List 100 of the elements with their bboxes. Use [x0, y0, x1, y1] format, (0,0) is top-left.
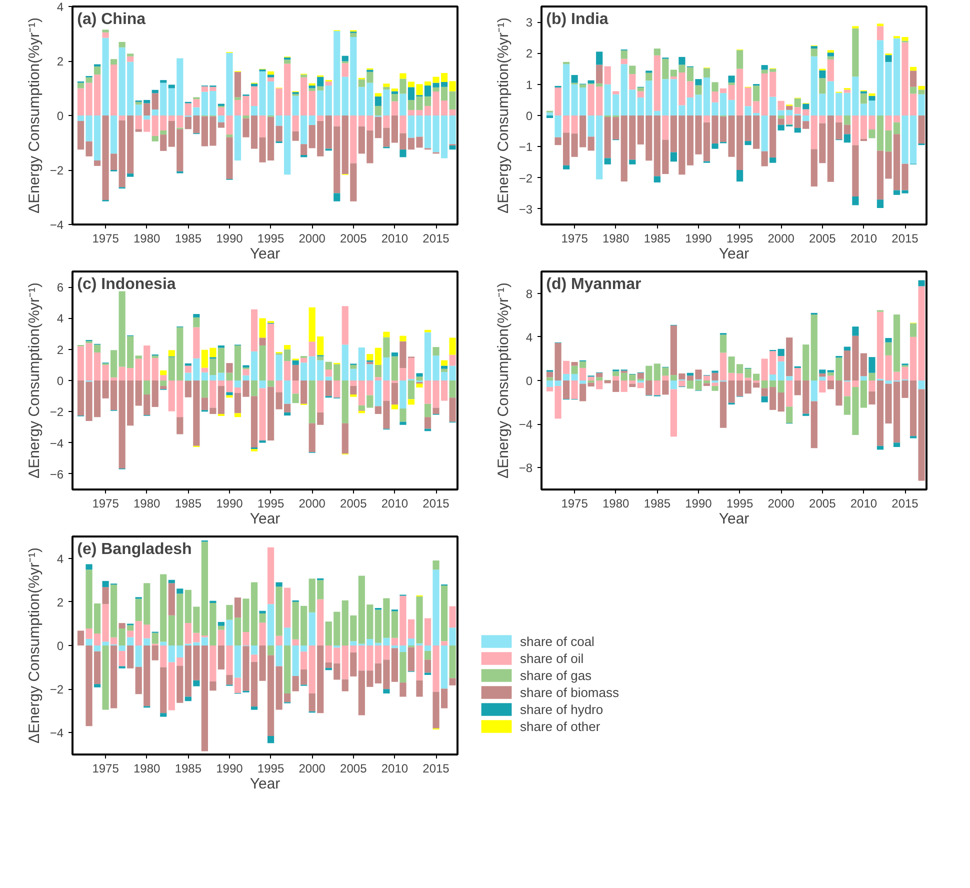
x-axis-title: Year [718, 246, 750, 262]
x-tick-label: 1985 [174, 232, 202, 246]
bar [712, 372, 718, 380]
bar [218, 646, 225, 670]
y-tick-label: −1 [518, 140, 533, 154]
bar [400, 336, 406, 342]
x-tick-label: 2005 [809, 496, 836, 510]
bar [810, 314, 818, 380]
bar [292, 360, 299, 365]
bar [168, 580, 175, 584]
bar [876, 24, 884, 26]
y-tick-label: 4 [56, 312, 64, 326]
bar [893, 442, 900, 447]
bar [712, 386, 718, 391]
bar [276, 636, 282, 646]
bar [350, 380, 357, 386]
bar [218, 630, 225, 646]
y-tick-label: 3 [526, 16, 533, 30]
bar [317, 380, 324, 412]
bar [342, 63, 348, 77]
bar [250, 654, 258, 662]
x-tick-label: 2015 [892, 496, 919, 510]
bar [259, 380, 266, 388]
bar [416, 376, 423, 380]
bar [703, 376, 710, 380]
bar [736, 170, 744, 182]
bar [342, 679, 348, 692]
bar [383, 332, 390, 338]
bar [102, 587, 109, 604]
bar [259, 116, 266, 138]
bar [168, 84, 175, 88]
x-tick-label: 1995 [726, 232, 754, 246]
bar [94, 646, 101, 652]
bar [102, 32, 109, 38]
bar [184, 696, 192, 702]
bar [201, 380, 208, 398]
bar [226, 646, 233, 675]
bar [876, 446, 884, 450]
bar [210, 646, 216, 682]
bar [86, 564, 92, 570]
bar [449, 646, 456, 678]
bar [662, 376, 669, 380]
x-tick-label: 1980 [134, 762, 161, 776]
bar [160, 646, 167, 668]
bar [300, 144, 308, 156]
x-tick-label: 1975 [561, 232, 588, 246]
bar [629, 66, 636, 74]
bar [226, 52, 233, 116]
bar [300, 77, 308, 116]
bar [218, 622, 225, 626]
y-tick-label: −4 [50, 726, 64, 740]
bar [637, 87, 644, 92]
bar [234, 598, 242, 618]
y-tick-label: −3 [518, 202, 533, 216]
bar [135, 646, 142, 667]
bar [276, 380, 282, 392]
bar [300, 652, 308, 670]
bar [300, 74, 308, 78]
bar [374, 364, 382, 378]
x-tick-label: 2000 [298, 232, 326, 246]
bar [670, 375, 677, 380]
bar [778, 348, 784, 356]
bar [580, 84, 586, 88]
bar [678, 380, 686, 386]
bar [317, 599, 324, 646]
bar [250, 309, 258, 352]
bar [110, 646, 118, 708]
bar [160, 380, 167, 386]
bar [596, 377, 603, 380]
bar [876, 200, 884, 208]
bar [118, 650, 126, 666]
bar [300, 380, 308, 404]
bar [678, 56, 686, 65]
bar [94, 344, 101, 352]
bar [885, 338, 892, 342]
y-tick-label: 2 [56, 595, 64, 610]
bar [646, 72, 652, 81]
y-tick-label: 2 [56, 342, 64, 357]
x-tick-label: 2010 [381, 232, 408, 246]
bar [259, 610, 266, 614]
chart-title: (c) Indonesia [77, 276, 176, 293]
bar [226, 674, 233, 685]
bar [712, 82, 718, 92]
bar [193, 680, 200, 686]
bar [571, 75, 578, 83]
bar [612, 376, 620, 380]
bar [761, 116, 768, 152]
bar [284, 344, 291, 350]
bar [778, 100, 784, 110]
bar [637, 382, 644, 388]
bar [383, 689, 390, 694]
bar [720, 334, 727, 353]
y-tick-label: −4 [50, 436, 64, 450]
y-tick-label: 0 [56, 639, 64, 653]
bar [292, 380, 299, 394]
bar [267, 547, 274, 604]
bar [810, 46, 818, 49]
x-tick-label: 2010 [381, 762, 408, 776]
bar [778, 392, 784, 412]
bar [193, 314, 200, 318]
